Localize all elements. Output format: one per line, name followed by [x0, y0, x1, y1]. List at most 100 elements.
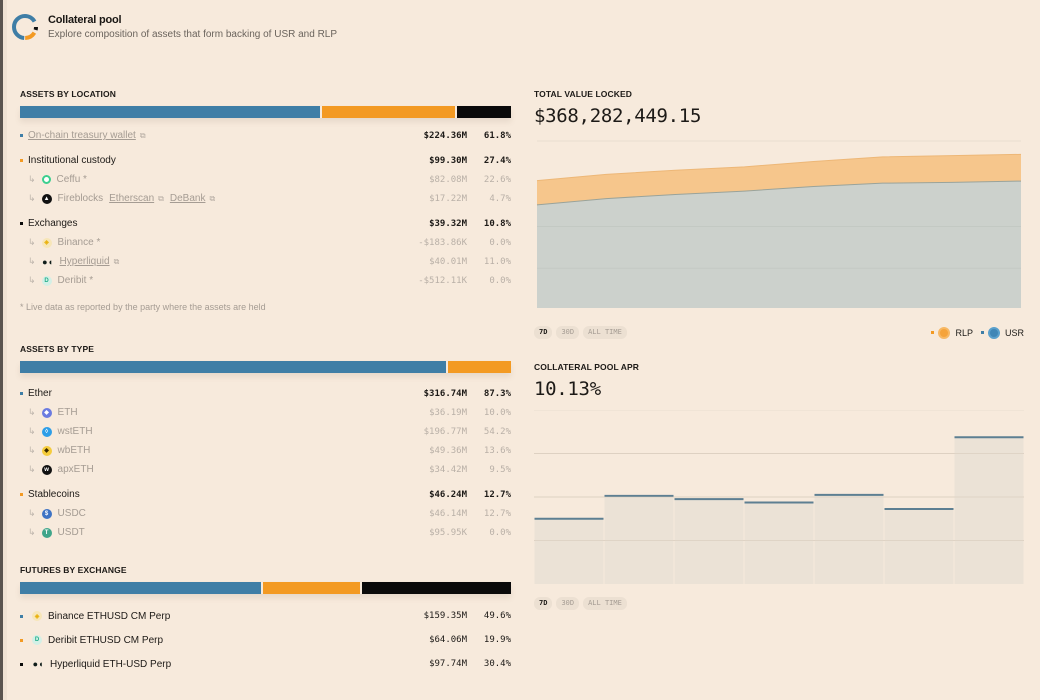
apr-bar: [744, 502, 814, 584]
bar-segment-onchain[interactable]: [20, 106, 320, 118]
subitem-arrow-icon: ↳: [28, 275, 36, 285]
subitem-arrow-icon: ↳: [28, 527, 36, 537]
assets-by-location-section: ASSETS BY LOCATION On-chain treasury wal…: [20, 89, 511, 312]
fireblocks-icon: ▲: [41, 193, 52, 204]
value: -$183.86K: [418, 237, 467, 248]
subitem-arrow-icon: ↳: [28, 193, 36, 203]
group-name: Stablecoins: [28, 489, 80, 500]
value: -$512.11K: [418, 275, 467, 286]
list-item-deribit: ↳ D Deribit * -$512.11K 0.0%: [20, 271, 511, 290]
bar-segment-deribit[interactable]: [263, 582, 360, 594]
list-item-institutional-custody: Institutional custody $99.30M 27.4%: [20, 151, 511, 170]
eth-icon: ◆: [41, 407, 52, 418]
value: $82.08M: [429, 174, 467, 185]
list-item-usdc: ↳ $ USDC $46.14M 12.7%: [20, 504, 511, 523]
live-data-footnote: * Live data as reported by the party whe…: [20, 302, 266, 312]
item-name: Fireblocks: [57, 193, 104, 204]
range-7d-button[interactable]: 7D: [534, 597, 553, 610]
bar-segment-stablecoins[interactable]: [448, 361, 511, 373]
percent: 19.9%: [483, 635, 511, 645]
debank-link[interactable]: DeBank: [169, 193, 206, 204]
subitem-arrow-icon: ↳: [28, 464, 36, 474]
ceffu-icon: [41, 175, 51, 184]
section-title: TOTAL VALUE LOCKED: [534, 89, 632, 99]
subitem-arrow-icon: ↳: [28, 508, 36, 518]
section-title: COLLATERAL POOL APR: [534, 362, 640, 372]
range-all-time-button[interactable]: ALL TIME: [583, 326, 627, 339]
bar-segment-custody[interactable]: [322, 106, 455, 118]
legend-marker: [931, 331, 935, 334]
etherscan-link[interactable]: Etherscan: [109, 193, 155, 204]
value: $97.74M: [429, 659, 467, 669]
list-item-wbeth: ↳ ◆ wbETH $49.36M 13.6%: [20, 441, 511, 460]
usr-token-icon: [987, 326, 1000, 339]
list-item-exchanges: Exchanges $39.32M 10.8%: [20, 214, 511, 233]
value: $316.74M: [423, 388, 467, 399]
value: $224.36M: [423, 130, 467, 141]
value: $46.14M: [429, 508, 467, 519]
bar-segment-binance[interactable]: [20, 582, 261, 594]
value: $159.35M: [423, 611, 467, 621]
hyperliquid-icon: ●◖: [32, 659, 44, 669]
percent: 10.8%: [483, 218, 511, 229]
item-name: USDC: [57, 508, 86, 519]
subitem-arrow-icon: ↳: [28, 237, 36, 247]
subitem-arrow-icon: ↳: [28, 174, 36, 184]
bullet-icon: [20, 392, 23, 395]
value: $17.22M: [429, 193, 467, 204]
range-7d-button[interactable]: 7D: [534, 326, 553, 339]
rlp-area: [537, 154, 1021, 205]
external-link-icon[interactable]: ⧉: [209, 193, 216, 203]
item-name: USDT: [57, 527, 85, 538]
section-title: ASSETS BY LOCATION: [20, 89, 116, 99]
list-item-apxeth: ↳ w apxETH $34.42M 9.5%: [20, 460, 511, 479]
usr-area: [537, 181, 1021, 308]
binance-icon: ◈: [32, 611, 42, 621]
deribit-icon: D: [41, 275, 52, 286]
item-name: ETH: [57, 407, 78, 418]
external-link-icon[interactable]: ⧉: [158, 193, 164, 203]
futures-by-exchange-section: FUTURES BY EXCHANGE ◈ Binance ETHUSD CM P…: [20, 565, 511, 676]
bar-segment-exchanges[interactable]: [457, 106, 511, 118]
percent: 54.2%: [483, 426, 511, 437]
list-item-wsteth: ↳ ◊ wstETH $196.77M 54.2%: [20, 422, 511, 441]
tvl-section: TOTAL VALUE LOCKED $368,282,449.15 7D 30…: [534, 89, 1024, 339]
bar-segment-hyperliquid[interactable]: [362, 582, 511, 594]
wbeth-icon: ◆: [41, 445, 52, 456]
onchain-wallet-link[interactable]: On-chain treasury wallet: [28, 130, 136, 141]
futures-stack-bar: [20, 582, 511, 594]
usr-line: [536, 180, 1022, 206]
external-link-icon[interactable]: ⧉: [113, 256, 120, 266]
percent: 11.0%: [483, 256, 511, 267]
percent: 13.6%: [483, 445, 511, 456]
tvl-chart[interactable]: [534, 137, 1024, 317]
item-name: Hyperliquid ETH-USD Perp: [50, 658, 172, 670]
location-stack-bar: [20, 106, 511, 118]
window-edge: [0, 0, 3, 700]
rlp-line: [536, 153, 1022, 182]
apr-value: 10.13%: [534, 378, 601, 400]
range-30d-button[interactable]: 30D: [556, 597, 580, 610]
value: $64.06M: [429, 635, 467, 645]
percent: 12.7%: [483, 489, 511, 500]
binance-icon: ◈: [41, 237, 52, 248]
list-item-onchain-wallet[interactable]: On-chain treasury wallet ⧉ $224.36M 61.8%: [20, 126, 511, 145]
apr-bar: [604, 495, 674, 584]
item-name: Ceffu *: [56, 174, 87, 185]
range-30d-button[interactable]: 30D: [556, 326, 580, 339]
page-subtitle: Explore composition of assets that form …: [48, 29, 338, 40]
bullet-icon: [20, 614, 23, 618]
apxeth-icon: w: [41, 464, 52, 475]
external-link-icon[interactable]: ⧉: [139, 130, 146, 140]
tvl-range-controls: 7D 30D ALL TIME RLP USR: [534, 326, 1024, 339]
bar-segment-ether[interactable]: [20, 361, 446, 373]
percent: 30.4%: [483, 659, 511, 669]
usdt-icon: T: [41, 527, 52, 538]
percent: 87.3%: [483, 388, 511, 399]
hyperliquid-link[interactable]: Hyperliquid: [59, 256, 110, 267]
range-all-time-button[interactable]: ALL TIME: [583, 597, 627, 610]
list-item-binance-perp: ◈ Binance ETHUSD CM Perp $159.35M 49.6%: [20, 604, 511, 628]
window-shade: [3, 0, 7, 700]
apr-chart[interactable]: [534, 410, 1024, 590]
hyperliquid-icon: ●◖: [42, 256, 53, 267]
